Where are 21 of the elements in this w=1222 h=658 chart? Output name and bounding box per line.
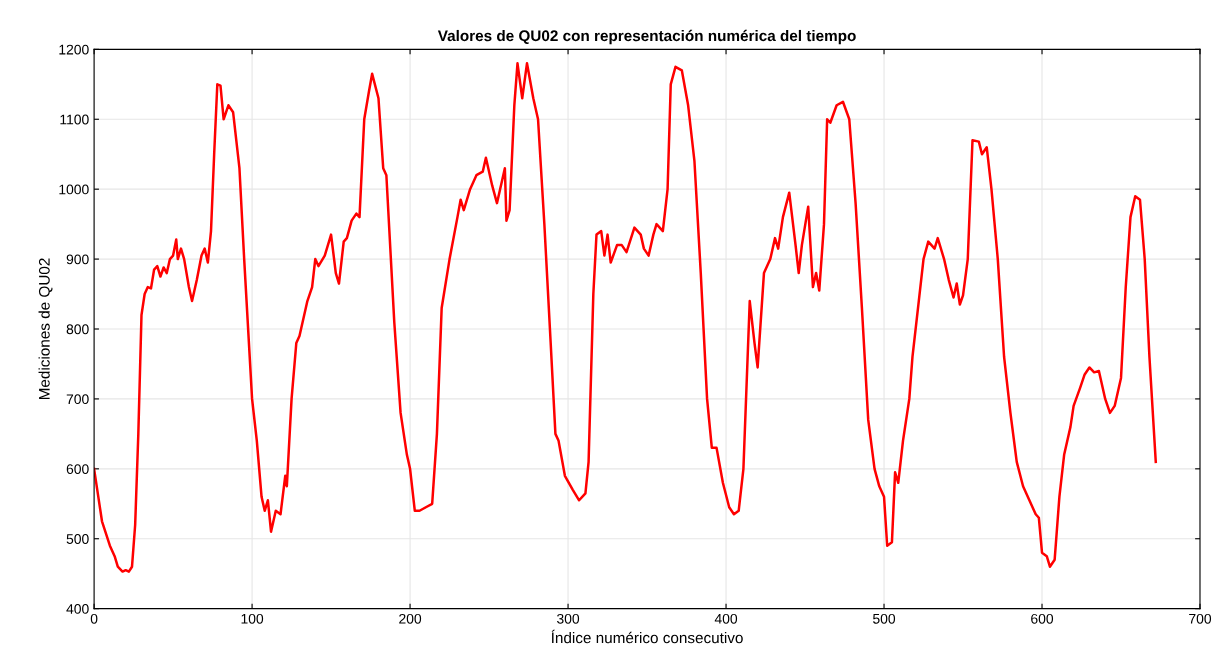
x-axis-title: Índice numérico consecutivo bbox=[551, 629, 743, 644]
y-tick-label: 400 bbox=[66, 603, 89, 614]
y-tick-label: 1200 bbox=[59, 44, 89, 55]
x-tick-label: 100 bbox=[241, 613, 264, 624]
chart-title: Valores de QU02 con representación numérica del tiempo bbox=[437, 29, 856, 45]
x-tick-label: 400 bbox=[714, 613, 738, 624]
y-tick-label: 700 bbox=[66, 394, 89, 405]
x-tick-label: 300 bbox=[557, 613, 580, 624]
y-tick-label: 800 bbox=[66, 324, 89, 335]
line-series bbox=[94, 62, 1158, 573]
y-tick-label: 900 bbox=[66, 254, 89, 265]
y-axis-title: Mediciones de QU02 bbox=[38, 258, 53, 400]
y-tick-label: 1100 bbox=[60, 114, 89, 125]
y-tick-label: 1000 bbox=[59, 184, 89, 195]
x-tick-label: 200 bbox=[399, 613, 422, 624]
x-tick-label: 700 bbox=[1189, 613, 1212, 624]
y-tick-label: 600 bbox=[66, 464, 89, 474]
x-tick-label: 500 bbox=[873, 613, 896, 624]
x-tick-label: 600 bbox=[1031, 613, 1054, 624]
y-tick-label: 500 bbox=[66, 534, 89, 544]
x-tick-label: 0 bbox=[90, 613, 98, 624]
